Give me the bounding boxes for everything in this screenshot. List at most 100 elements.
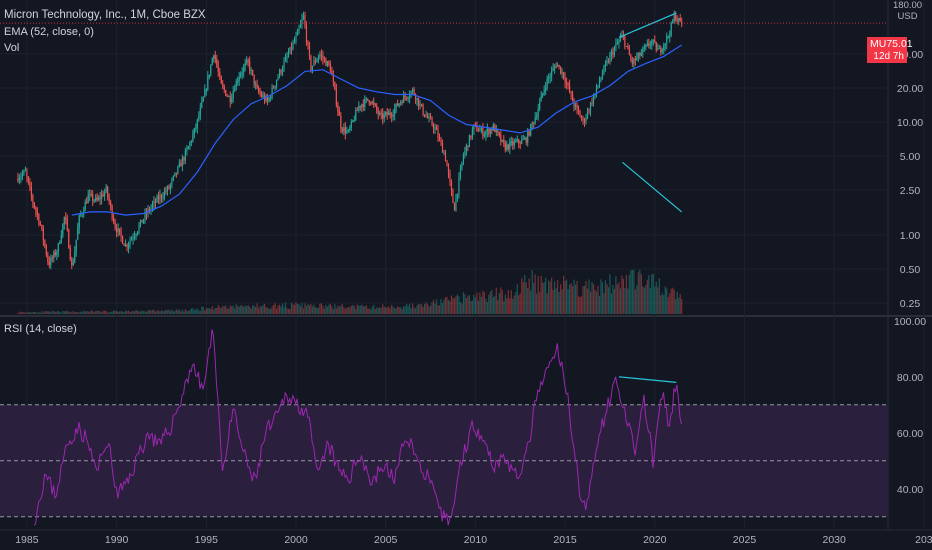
rsi-legend[interactable]: RSI (14, close) (4, 323, 77, 335)
candle-body (500, 134, 502, 142)
volume-bar (394, 308, 396, 314)
candle-body (296, 30, 299, 36)
candle-body (658, 47, 660, 49)
volume-bar (346, 307, 348, 314)
candle-body (410, 91, 412, 96)
candle-body (660, 47, 662, 52)
volume-bar (646, 279, 648, 314)
candle-body (51, 258, 53, 260)
candle-body (311, 65, 314, 71)
candle-body (133, 236, 136, 238)
volume-bar (75, 311, 77, 314)
volume-bar (223, 306, 225, 314)
volume-bar (274, 303, 276, 314)
candle-body (574, 104, 577, 107)
candle-body (89, 194, 91, 196)
volume-bar (480, 296, 482, 314)
candle-body (525, 138, 527, 143)
candle-body (549, 76, 551, 78)
candle-body (546, 78, 548, 88)
candle-body (151, 204, 154, 208)
volume-bar (470, 301, 472, 314)
volume-bar (241, 305, 243, 314)
volume-bar (81, 312, 83, 314)
candle-body (123, 243, 125, 246)
volume-bar (512, 298, 514, 314)
candle-body (562, 72, 565, 78)
currency-label[interactable]: 180.00 USD (893, 0, 922, 22)
candle-body (672, 21, 674, 23)
volume-bar (247, 304, 249, 314)
ema-legend[interactable]: EMA (52, close, 0) (4, 26, 94, 38)
volume-bar (465, 297, 468, 314)
volume-bar (231, 306, 233, 314)
volume-bar (449, 301, 451, 314)
volume-bar (258, 308, 260, 314)
volume-bar (266, 307, 269, 314)
candle-body (458, 177, 460, 194)
candle-body (470, 135, 472, 138)
candle-body (244, 63, 246, 67)
candle-body (654, 40, 656, 43)
volume-bar (71, 312, 73, 314)
candle-body (255, 84, 257, 86)
volume-bar (287, 308, 290, 314)
candle-body (492, 124, 494, 131)
volume-bar (195, 309, 197, 314)
volume-bar (637, 272, 639, 314)
volume-bar (585, 280, 587, 314)
candle-body (434, 127, 436, 129)
candle-body (471, 129, 474, 138)
volume-bar (558, 291, 560, 314)
time-tick-label: 2025 (733, 534, 757, 546)
candle-body (524, 138, 526, 140)
candle-body (522, 139, 524, 141)
candle-body (144, 212, 146, 220)
candle-body (57, 243, 59, 252)
chart-title[interactable]: Micron Technology, Inc., 1M, Cboe BZX (4, 9, 206, 21)
volume-bar (483, 292, 485, 314)
candle-body (99, 197, 101, 199)
volume-bar (474, 297, 476, 314)
candle-body (380, 113, 382, 115)
volume-bar (429, 305, 432, 314)
candle-body (108, 196, 110, 202)
candle-body (219, 71, 221, 77)
volume-bar (589, 291, 592, 314)
volume-bar (169, 310, 172, 314)
volume-bar (217, 304, 219, 314)
volume-bar (506, 298, 508, 314)
candle-body (352, 120, 354, 122)
candle-body (627, 46, 629, 49)
candle-body (44, 240, 46, 246)
volume-bar (305, 306, 308, 314)
volume-bar (420, 304, 423, 314)
volume-legend[interactable]: Vol (4, 42, 20, 54)
candle-body (534, 117, 536, 124)
candle-body (440, 138, 442, 143)
candle-body (579, 111, 581, 118)
candle-body (679, 17, 681, 22)
volume-bar (664, 286, 666, 314)
volume-bar (488, 294, 490, 314)
candle-body (646, 43, 648, 45)
candle-body (168, 186, 170, 189)
candle-body (673, 14, 675, 22)
candle-body (299, 23, 302, 28)
currency-unit: USD (897, 11, 918, 22)
volume-bar (373, 304, 375, 314)
volume-bar (627, 288, 629, 314)
candle-body (504, 143, 506, 150)
volume-bar (74, 311, 76, 314)
volume-bars (17, 269, 683, 314)
candle-body (356, 110, 358, 112)
candle-body (449, 173, 451, 182)
volume-bar (32, 311, 34, 314)
candle-body (392, 114, 394, 117)
price-tag-symbol: MU (870, 38, 887, 50)
candle-body (174, 172, 176, 176)
candle-body (512, 141, 514, 146)
candle-body (465, 145, 468, 151)
volume-bar (681, 299, 683, 314)
